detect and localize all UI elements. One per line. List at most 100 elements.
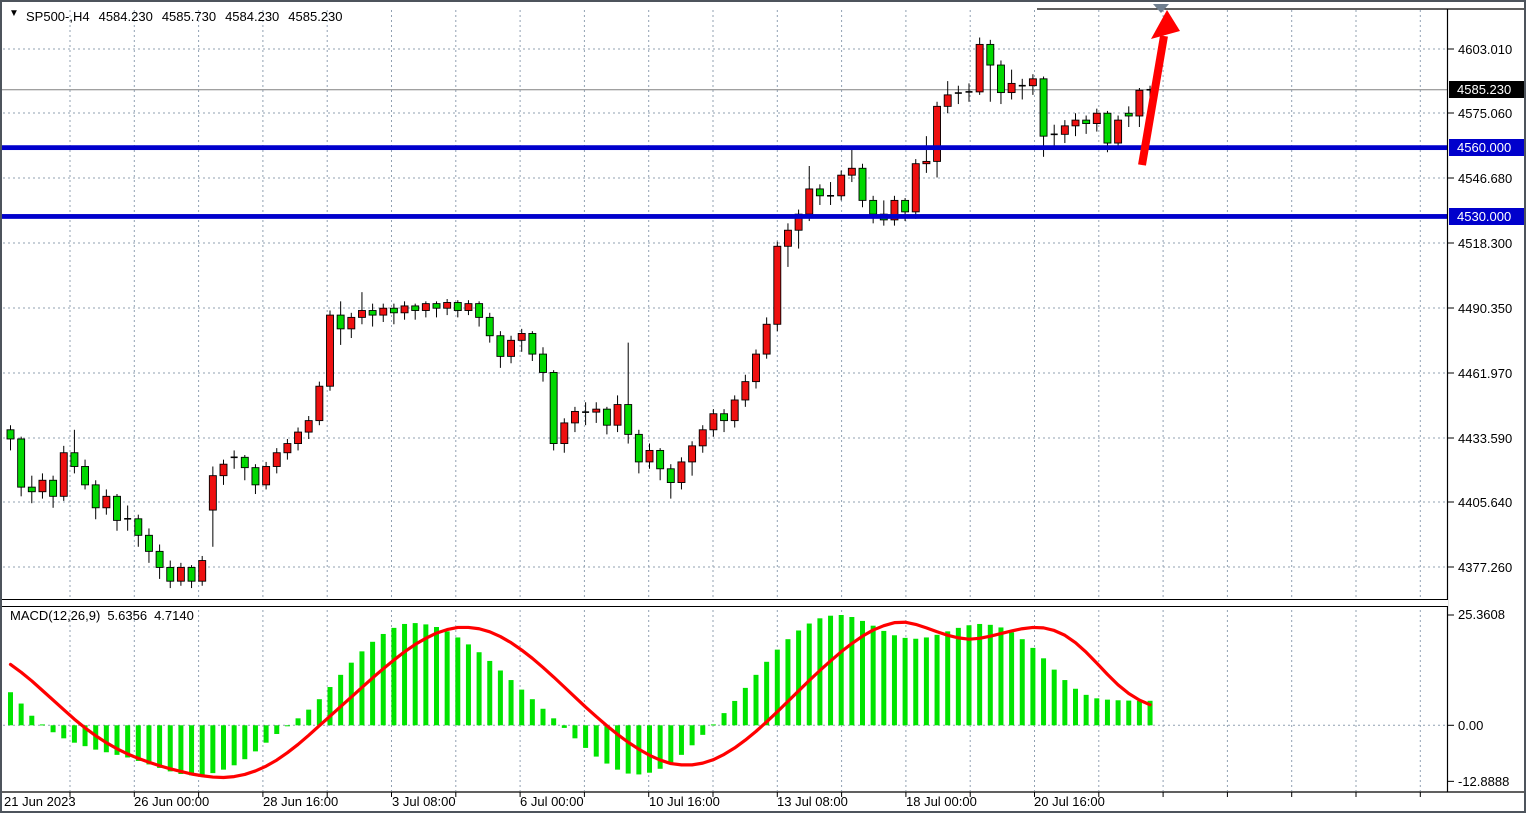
level-line[interactable]: [2, 214, 1447, 219]
candle-down: [602, 408, 611, 426]
macd-histogram-bar: [434, 627, 439, 726]
macd-histogram-bar: [135, 725, 141, 761]
candle-down: [815, 188, 824, 197]
macd-histogram-bar: [913, 638, 919, 726]
macd-histogram-bar: [338, 674, 344, 726]
macd-histogram-bar: [966, 625, 972, 726]
candle-up: [400, 305, 409, 314]
time-tick-label: 10 Jul 16:00: [649, 794, 720, 809]
candle-up: [922, 160, 931, 165]
candle-up: [421, 303, 430, 311]
macd-histogram-bar: [593, 725, 599, 757]
macd-histogram-bar: [955, 627, 961, 726]
price-axis[interactable]: [1448, 9, 1524, 792]
candle-up: [1114, 119, 1123, 144]
macd-histogram-bar: [295, 718, 301, 726]
macd-histogram-bar: [572, 725, 578, 739]
macd-histogram-bar: [806, 623, 812, 726]
macd-histogram-bar: [423, 624, 429, 726]
macd-histogram-bar: [1041, 658, 1047, 726]
macd-histogram-bar: [125, 725, 131, 758]
candle-down: [539, 353, 547, 373]
macd-panel-surface[interactable]: [2, 605, 1448, 792]
candle-down: [134, 518, 143, 536]
candle-up: [741, 381, 750, 401]
panel-splitter[interactable]: [2, 599, 1448, 607]
candle-up: [1135, 89, 1144, 117]
candle-up: [1028, 78, 1037, 87]
price-tick-label: 4575.060: [1458, 105, 1513, 121]
candle-down: [528, 332, 537, 355]
macd-histogram-bar: [1147, 700, 1153, 726]
candle-down: [986, 43, 995, 66]
macd-histogram-bar: [583, 725, 589, 748]
time-axis[interactable]: [2, 792, 1447, 811]
candle-up: [613, 404, 622, 426]
candle-up: [698, 429, 707, 447]
macd-histogram-bar: [1083, 694, 1089, 726]
macd-histogram-bar: [1073, 688, 1078, 726]
macd-histogram-bar: [82, 725, 88, 747]
time-tick-label: 3 Jul 08:00: [392, 794, 456, 809]
macd-histogram-bar: [199, 725, 205, 775]
candle-up: [752, 353, 760, 383]
trend-arrow-head[interactable]: [1151, 10, 1180, 39]
candle-down: [496, 335, 505, 357]
macd-histogram-bar: [519, 689, 525, 726]
candle-up: [347, 316, 356, 330]
macd-histogram-bar: [178, 725, 184, 774]
macd-histogram-bar: [221, 725, 226, 770]
candle-down: [251, 467, 260, 486]
macd-histogram-bar: [231, 725, 237, 766]
macd-histogram-bar: [604, 725, 610, 764]
trend-arrow-shaft[interactable]: [1138, 35, 1168, 166]
macd-histogram-bar: [146, 725, 152, 765]
macd-histogram-bar: [1019, 639, 1025, 726]
candle-up: [176, 566, 185, 582]
candle-down: [336, 314, 345, 330]
macd-histogram-bar: [987, 624, 993, 726]
candle-up: [677, 461, 686, 484]
macd-histogram-bar: [1094, 698, 1100, 726]
macd-histogram-bar: [540, 708, 546, 726]
candle-down: [901, 199, 910, 213]
candle-down: [1124, 112, 1133, 117]
candle-up: [358, 310, 366, 318]
candle-down: [155, 550, 164, 568]
macd-name: MACD(12,26,9): [10, 608, 101, 623]
candle-up: [294, 431, 302, 445]
macd-histogram-bar: [167, 725, 173, 772]
macd-histogram-bar: [348, 662, 354, 726]
macd-histogram-bar: [1062, 680, 1068, 726]
candle-up: [315, 385, 324, 422]
candle-down: [49, 479, 58, 497]
macd-histogram-bar: [316, 699, 322, 726]
candle-up: [1092, 112, 1101, 124]
candle-up: [1007, 82, 1016, 94]
candle-up: [890, 199, 899, 221]
candle-down: [91, 484, 100, 509]
macd-histogram-bar: [476, 652, 482, 726]
symbol-name: SP500-,H4: [26, 9, 90, 24]
macd-histogram-bar: [391, 627, 397, 726]
candle-down: [411, 305, 420, 311]
macd-histogram-bar: [689, 725, 695, 746]
macd-histogram-bar: [945, 631, 951, 726]
macd-signal-line: [8, 620, 1152, 780]
macd-histogram-bar: [8, 692, 13, 726]
main-chart-surface[interactable]: [2, 9, 1448, 599]
level-line[interactable]: [2, 145, 1447, 151]
macd-histogram-bar: [370, 641, 376, 726]
candle-down: [720, 413, 728, 422]
macd-histogram-bar: [29, 715, 35, 726]
candle-down: [858, 167, 867, 201]
candle-up: [102, 495, 111, 509]
candle-up: [943, 94, 952, 107]
candle-down: [187, 566, 196, 582]
candle-down: [549, 371, 558, 445]
macd-histogram-bar: [615, 725, 621, 770]
candle-up: [326, 314, 334, 387]
candle-down: [656, 449, 665, 470]
macd-histogram-bar: [998, 627, 1004, 726]
